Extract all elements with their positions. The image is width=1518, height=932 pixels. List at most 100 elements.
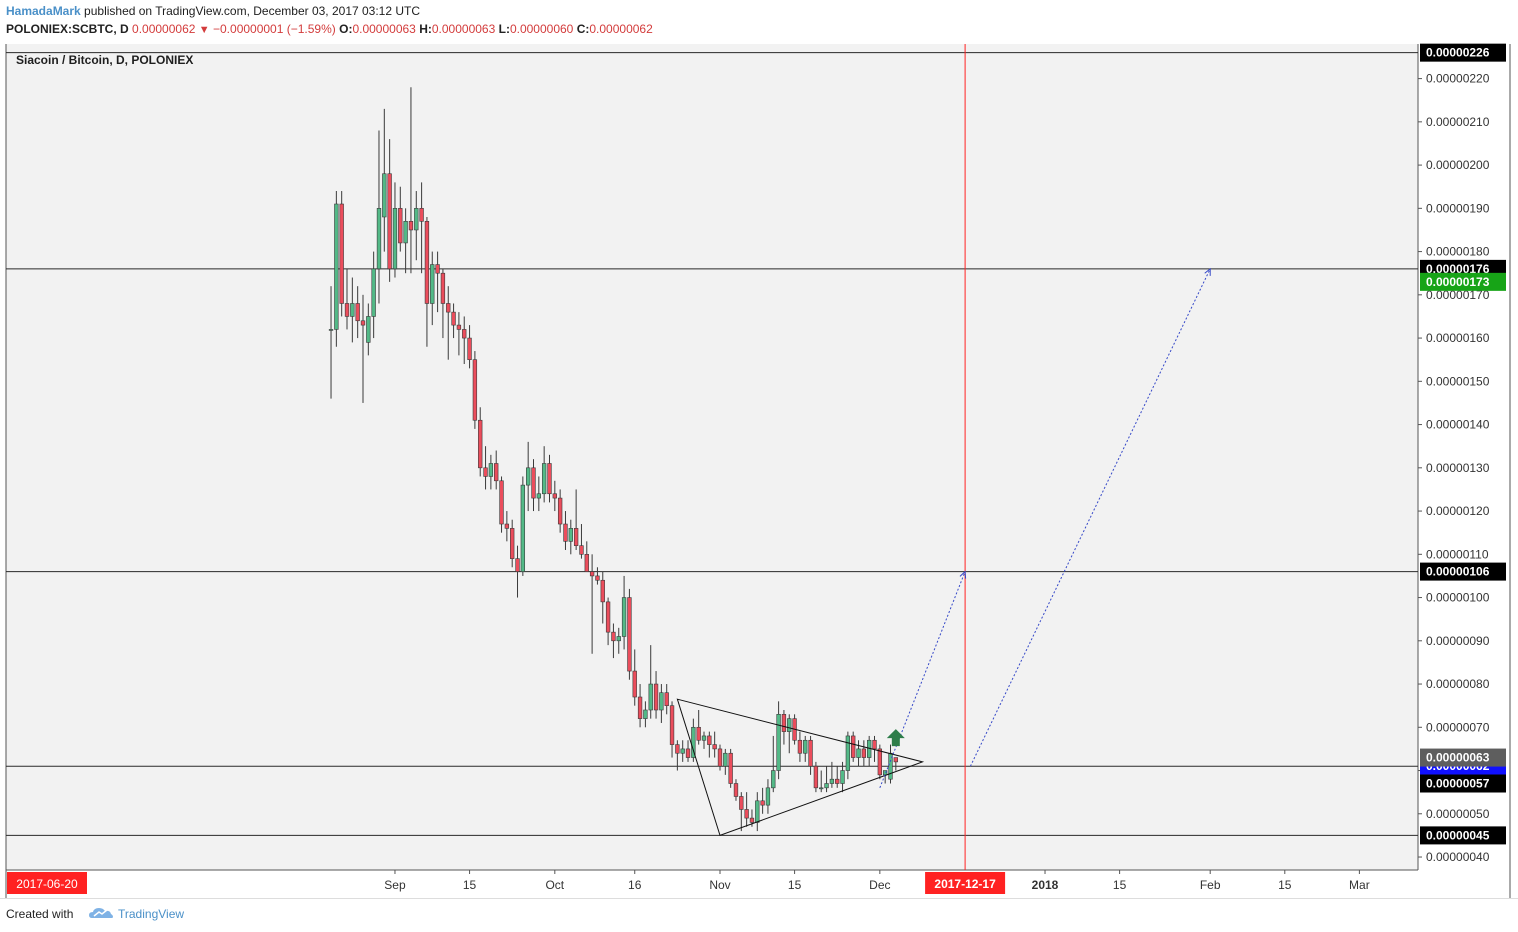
candle[interactable] [877,744,883,780]
candle[interactable] [765,779,771,814]
candle[interactable] [456,312,462,356]
candle[interactable] [430,251,435,326]
candle[interactable] [664,684,669,715]
author-link[interactable]: HamadaMark [6,4,81,18]
candle[interactable] [344,268,350,330]
candle[interactable] [350,277,355,343]
candle[interactable] [717,744,723,771]
candle[interactable] [739,792,744,832]
candle[interactable] [403,208,408,274]
candle[interactable] [701,731,707,749]
candle[interactable] [573,489,579,550]
candle[interactable] [861,740,867,767]
candle[interactable] [536,476,541,512]
candle[interactable] [451,303,456,339]
candle[interactable] [760,787,765,814]
candle[interactable] [382,108,387,252]
candle[interactable] [856,740,861,767]
candle[interactable] [478,407,483,477]
candle[interactable] [707,731,712,758]
candle[interactable] [653,671,659,719]
candle[interactable] [334,191,339,347]
candle[interactable] [728,748,733,788]
candle[interactable] [419,182,424,274]
candle[interactable] [424,216,430,347]
candle[interactable] [611,623,616,659]
candle[interactable] [808,735,813,775]
candle[interactable] [371,251,376,339]
candle[interactable] [680,740,685,762]
candle[interactable] [813,761,819,793]
price-chart[interactable]: 0.000000400.000000500.000000600.00000070… [0,40,1518,898]
candle[interactable] [781,709,787,745]
candle[interactable] [366,303,371,356]
candle[interactable] [435,251,440,313]
time-axis[interactable] [6,870,1418,898]
candle[interactable] [835,766,840,788]
candle[interactable] [600,571,605,624]
candle[interactable] [675,740,680,771]
candle[interactable] [872,735,877,762]
candle[interactable] [392,182,398,278]
candle[interactable] [845,731,851,780]
projection-line[interactable] [879,571,966,789]
candle[interactable] [557,489,563,533]
candle[interactable] [851,731,856,762]
candle[interactable] [446,286,451,360]
candle[interactable] [531,459,536,512]
candle[interactable] [355,286,360,339]
candle[interactable] [648,645,653,719]
candle[interactable] [685,740,691,762]
candle[interactable] [632,649,637,706]
candle[interactable] [771,735,776,793]
candle[interactable] [488,454,494,490]
candle[interactable] [744,792,749,827]
candle[interactable] [510,519,515,568]
tradingview-brand[interactable]: TradingView [118,907,185,921]
price-axis[interactable] [1418,44,1510,870]
candle[interactable] [467,325,472,369]
candle[interactable] [621,575,627,650]
candle[interactable] [595,567,600,585]
candle[interactable] [819,770,824,793]
plot-background[interactable] [6,44,1418,870]
candle[interactable] [605,597,611,646]
projection-line[interactable] [969,268,1211,767]
candle[interactable] [669,701,675,758]
candle[interactable] [659,684,664,723]
candle[interactable] [723,748,728,775]
candle[interactable] [440,268,446,339]
candle[interactable] [520,476,526,576]
candle[interactable] [691,718,696,762]
candle[interactable] [637,684,643,728]
candle[interactable] [414,191,419,261]
candle[interactable] [797,731,803,762]
candle[interactable] [339,191,344,317]
candle[interactable] [398,186,403,252]
tradingview-cloud-icon[interactable] [88,905,114,921]
candle[interactable] [328,286,334,399]
candle[interactable] [755,792,760,832]
candle[interactable] [472,351,478,429]
candle[interactable] [829,761,835,788]
candle[interactable] [387,139,392,282]
candle[interactable] [733,779,739,801]
triangle-pattern[interactable] [676,698,925,837]
candle[interactable] [504,511,510,542]
candle[interactable] [376,130,382,304]
candle[interactable] [840,761,845,793]
candle[interactable] [803,735,808,762]
candle[interactable] [552,480,557,512]
candle[interactable] [584,541,589,572]
candle[interactable] [360,294,366,403]
candle[interactable] [787,714,792,754]
candle[interactable] [579,524,584,559]
candle[interactable] [643,701,648,728]
candle[interactable] [483,446,488,490]
candle[interactable] [499,476,504,533]
candle[interactable] [462,316,467,365]
candle[interactable] [712,731,717,758]
candle[interactable] [589,554,595,654]
candle[interactable] [616,627,621,654]
candle[interactable] [893,757,898,771]
